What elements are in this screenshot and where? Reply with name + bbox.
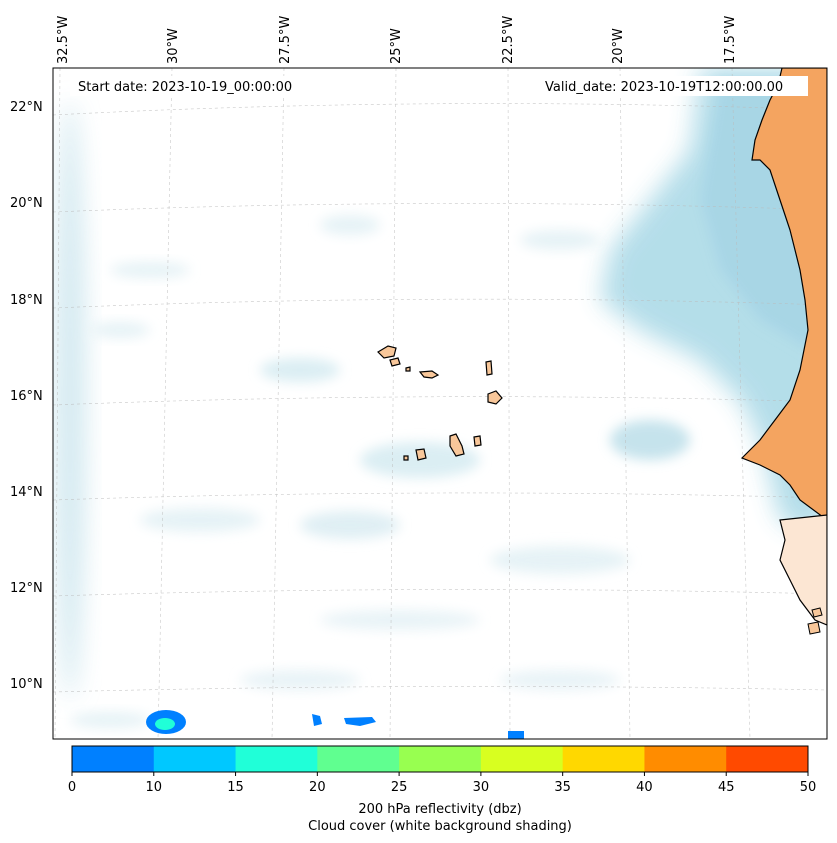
lon-label: 32.5°W <box>56 16 71 64</box>
valid-date-label: Valid_date: 2023-10-19T12:00:00.00 <box>545 80 783 95</box>
start-date-box <box>70 76 315 96</box>
cloud-patch <box>320 215 380 235</box>
gridline-lat <box>53 298 827 309</box>
cloud-patch <box>110 262 190 278</box>
lat-label: 20°N <box>10 196 43 211</box>
cloud-patch <box>500 670 620 690</box>
lon-label: 30°W <box>166 28 181 64</box>
colorbar-segment <box>644 746 727 772</box>
island-sal <box>485 360 493 376</box>
gridline-lat <box>53 492 827 501</box>
island-santo-antao <box>377 345 397 359</box>
island-santa-luzia <box>405 366 411 372</box>
cloud-patch <box>300 511 400 539</box>
reflectivity-blob <box>344 717 376 726</box>
colorbar-segment <box>562 746 645 772</box>
gridline-lat <box>53 686 827 693</box>
colorbar-segment <box>399 746 482 772</box>
cloud-cover-layer <box>54 68 827 728</box>
gridlines <box>53 68 827 739</box>
colorbar-tick-label: 20 <box>309 780 326 795</box>
lon-label: 22.5°W <box>501 16 516 64</box>
colorbar-tick-label: 30 <box>473 780 490 795</box>
colorbar-tick-label: 40 <box>636 780 653 795</box>
gridline-lon <box>619 68 631 739</box>
lat-label: 16°N <box>10 389 43 404</box>
gridline-lat <box>53 203 827 213</box>
gridline-lat <box>53 103 827 116</box>
island-brava <box>403 455 409 461</box>
lon-label: 25°W <box>389 28 404 64</box>
island-fogo <box>415 448 427 461</box>
cloud-patch <box>90 322 150 338</box>
colorbar-segment <box>317 746 400 772</box>
africa-land <box>740 68 827 521</box>
cape-verde-islands <box>377 345 503 461</box>
lat-label: 12°N <box>10 581 43 596</box>
lon-label: 27.5°W <box>278 16 293 64</box>
reflectivity-blob-core <box>155 718 175 730</box>
lon-label: 17.5°W <box>723 16 738 64</box>
cloud-patch <box>140 508 260 532</box>
island-maio <box>473 435 482 447</box>
colorbar-segment <box>72 746 155 772</box>
colorbar-tick-label: 0 <box>68 780 76 795</box>
colorbar-tick-label: 45 <box>718 780 735 795</box>
cloud-patch <box>260 358 340 382</box>
map-content <box>53 68 827 739</box>
colorbar-segment <box>153 746 237 772</box>
cloud-patch <box>320 610 480 630</box>
start-date-label: Start date: 2023-10-19_00:00:00 <box>78 80 292 95</box>
lat-label: 18°N <box>10 293 43 308</box>
valid-date-box <box>538 76 808 96</box>
colorbar-tick-label: 50 <box>800 780 817 795</box>
colorbar-label-line2: Cloud cover (white background shading) <box>308 819 572 834</box>
cloud-patch <box>240 670 360 690</box>
gridline-lat <box>53 396 827 406</box>
colorbar-tick-label: 35 <box>554 780 571 795</box>
reflectivity-blob <box>508 731 524 739</box>
colorbar-tick-label: 15 <box>227 780 244 795</box>
island-boa-vista <box>487 390 503 405</box>
africa-island-small <box>807 621 821 635</box>
africa-land-south <box>779 514 827 626</box>
island-sao-vicente <box>389 357 401 367</box>
gridline-lon <box>54 68 61 739</box>
colorbar-tick-label: 25 <box>391 780 408 795</box>
longitude-labels: 32.5°W 30°W 27.5°W 25°W 22.5°W 20°W 17.5… <box>56 16 738 64</box>
gridline-lon <box>389 68 397 739</box>
colorbar-segment <box>235 746 318 772</box>
lon-label: 20°W <box>611 28 626 64</box>
map-frame <box>52 67 828 740</box>
colorbar-tick-label: 10 <box>146 780 163 795</box>
colorbar-frame <box>71 745 809 773</box>
reflectivity-layer <box>146 710 524 739</box>
colorbar-ticks: 0 10 15 20 25 30 35 40 45 50 <box>68 772 816 795</box>
gridline-lon <box>157 68 173 739</box>
colorbar-segment <box>480 746 564 772</box>
gridline-lon <box>507 68 511 739</box>
gridline-lon <box>271 68 285 739</box>
lat-label: 14°N <box>10 485 43 500</box>
colorbar-segment <box>726 746 809 772</box>
island-sao-nicolau <box>418 370 440 379</box>
gridline-lon <box>731 68 751 739</box>
reflectivity-blob <box>312 714 322 726</box>
latitude-labels: 22°N 20°N 18°N 16°N 14°N 12°N 10°N <box>10 100 43 692</box>
lat-label: 10°N <box>10 677 43 692</box>
africa-island-small <box>811 607 823 618</box>
cloud-patch <box>490 546 630 574</box>
colorbar-label-line1: 200 hPa reflectivity (dbz) <box>358 802 521 817</box>
cloud-patch <box>70 712 150 728</box>
lat-label: 22°N <box>10 100 43 115</box>
cloud-patch <box>520 230 600 250</box>
cloud-west-strip <box>54 100 86 700</box>
island-santiago <box>449 433 465 457</box>
colorbar: 0 10 15 20 25 30 35 40 45 50 200 hPa reflectivity… <box>68 745 816 834</box>
gridline-lat <box>53 589 827 597</box>
colorbar-segments <box>72 746 809 772</box>
cloud-patch <box>610 420 690 460</box>
